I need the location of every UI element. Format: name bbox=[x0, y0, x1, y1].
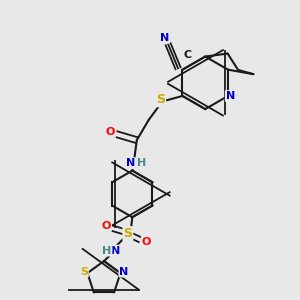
Text: N: N bbox=[160, 33, 169, 43]
Text: N: N bbox=[226, 91, 235, 101]
Text: H: H bbox=[137, 158, 146, 168]
Text: N: N bbox=[119, 267, 129, 277]
Text: S: S bbox=[156, 93, 165, 106]
Text: H: H bbox=[102, 246, 112, 256]
Text: O: O bbox=[102, 221, 111, 231]
Text: O: O bbox=[142, 237, 151, 247]
Text: N: N bbox=[111, 246, 120, 256]
Text: N: N bbox=[126, 158, 136, 168]
Text: C: C bbox=[184, 50, 192, 60]
Text: S: S bbox=[123, 227, 132, 240]
Text: O: O bbox=[106, 127, 115, 137]
Text: S: S bbox=[80, 267, 88, 277]
